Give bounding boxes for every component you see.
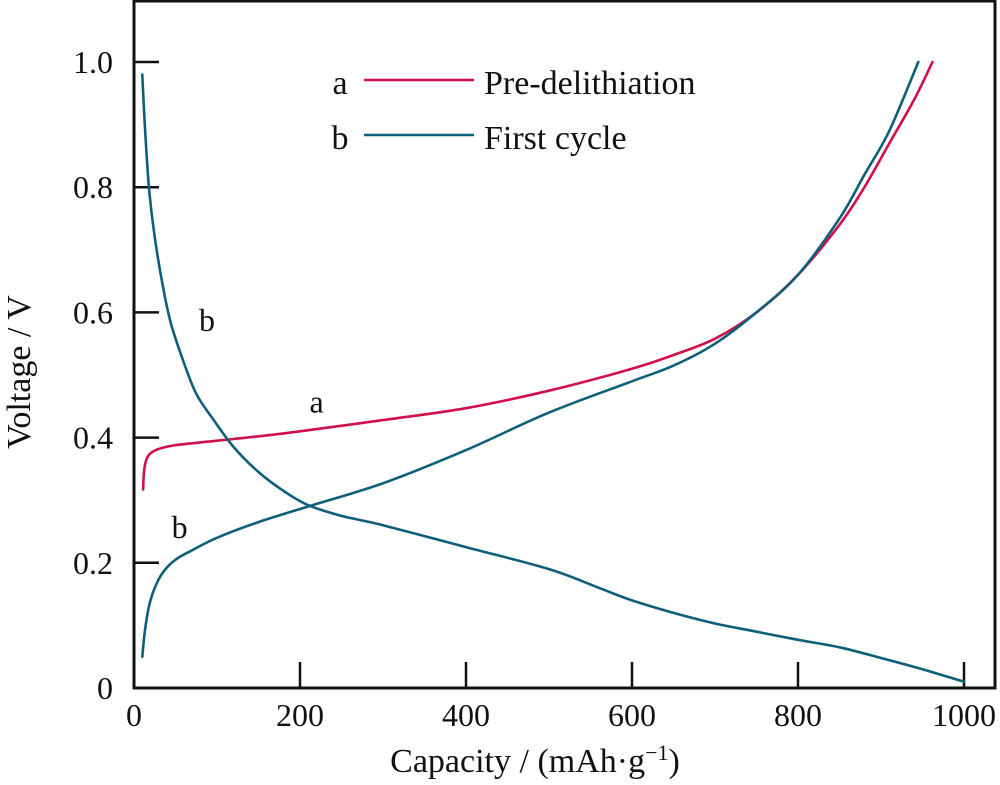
y-axis-title: Voltage / V (1, 295, 38, 449)
y-tick-label: 0.6 (73, 294, 113, 330)
x-tick-label: 0 (126, 697, 142, 733)
curve-label-b: b (199, 302, 215, 338)
curve-label-a: a (309, 384, 323, 420)
x-tick-label: 800 (774, 697, 822, 733)
legend-label-b: First cycle (484, 120, 627, 157)
y-tick-label: 0 (97, 670, 113, 706)
y-tick-label: 0.2 (73, 545, 113, 581)
series-b-discharge-line (141, 73, 966, 683)
series-a-line (141, 60, 934, 491)
axis-tick-labels: 0 200 400 600 800 1000 0 0.2 0.4 0.6 0.8 1.0 (73, 44, 996, 733)
y-tick-label: 0.8 (73, 169, 113, 205)
x-tick-label: 200 (276, 697, 324, 733)
curve-annotations: b a b (172, 302, 324, 545)
legend: a Pre-delithiation b First cycle (332, 65, 696, 157)
legend-label-a: Pre-delithiation (484, 65, 696, 102)
legend-key-a: a (332, 65, 347, 102)
y-tick-label: 0.4 (73, 420, 113, 456)
curve-label-b: b (172, 509, 188, 545)
plot-frame (132, 0, 997, 690)
x-axis-title: Capacity / (mAh·g−1) (390, 740, 680, 780)
curves (141, 60, 966, 683)
series-b-charge-line (141, 60, 920, 658)
axis-ticks (134, 60, 966, 688)
plot-border (132, 0, 997, 690)
x-tick-label: 1000 (932, 697, 996, 733)
x-tick-label: 600 (608, 697, 656, 733)
x-tick-label: 400 (442, 697, 490, 733)
legend-key-b: b (332, 120, 349, 157)
y-tick-label: 1.0 (73, 44, 113, 80)
